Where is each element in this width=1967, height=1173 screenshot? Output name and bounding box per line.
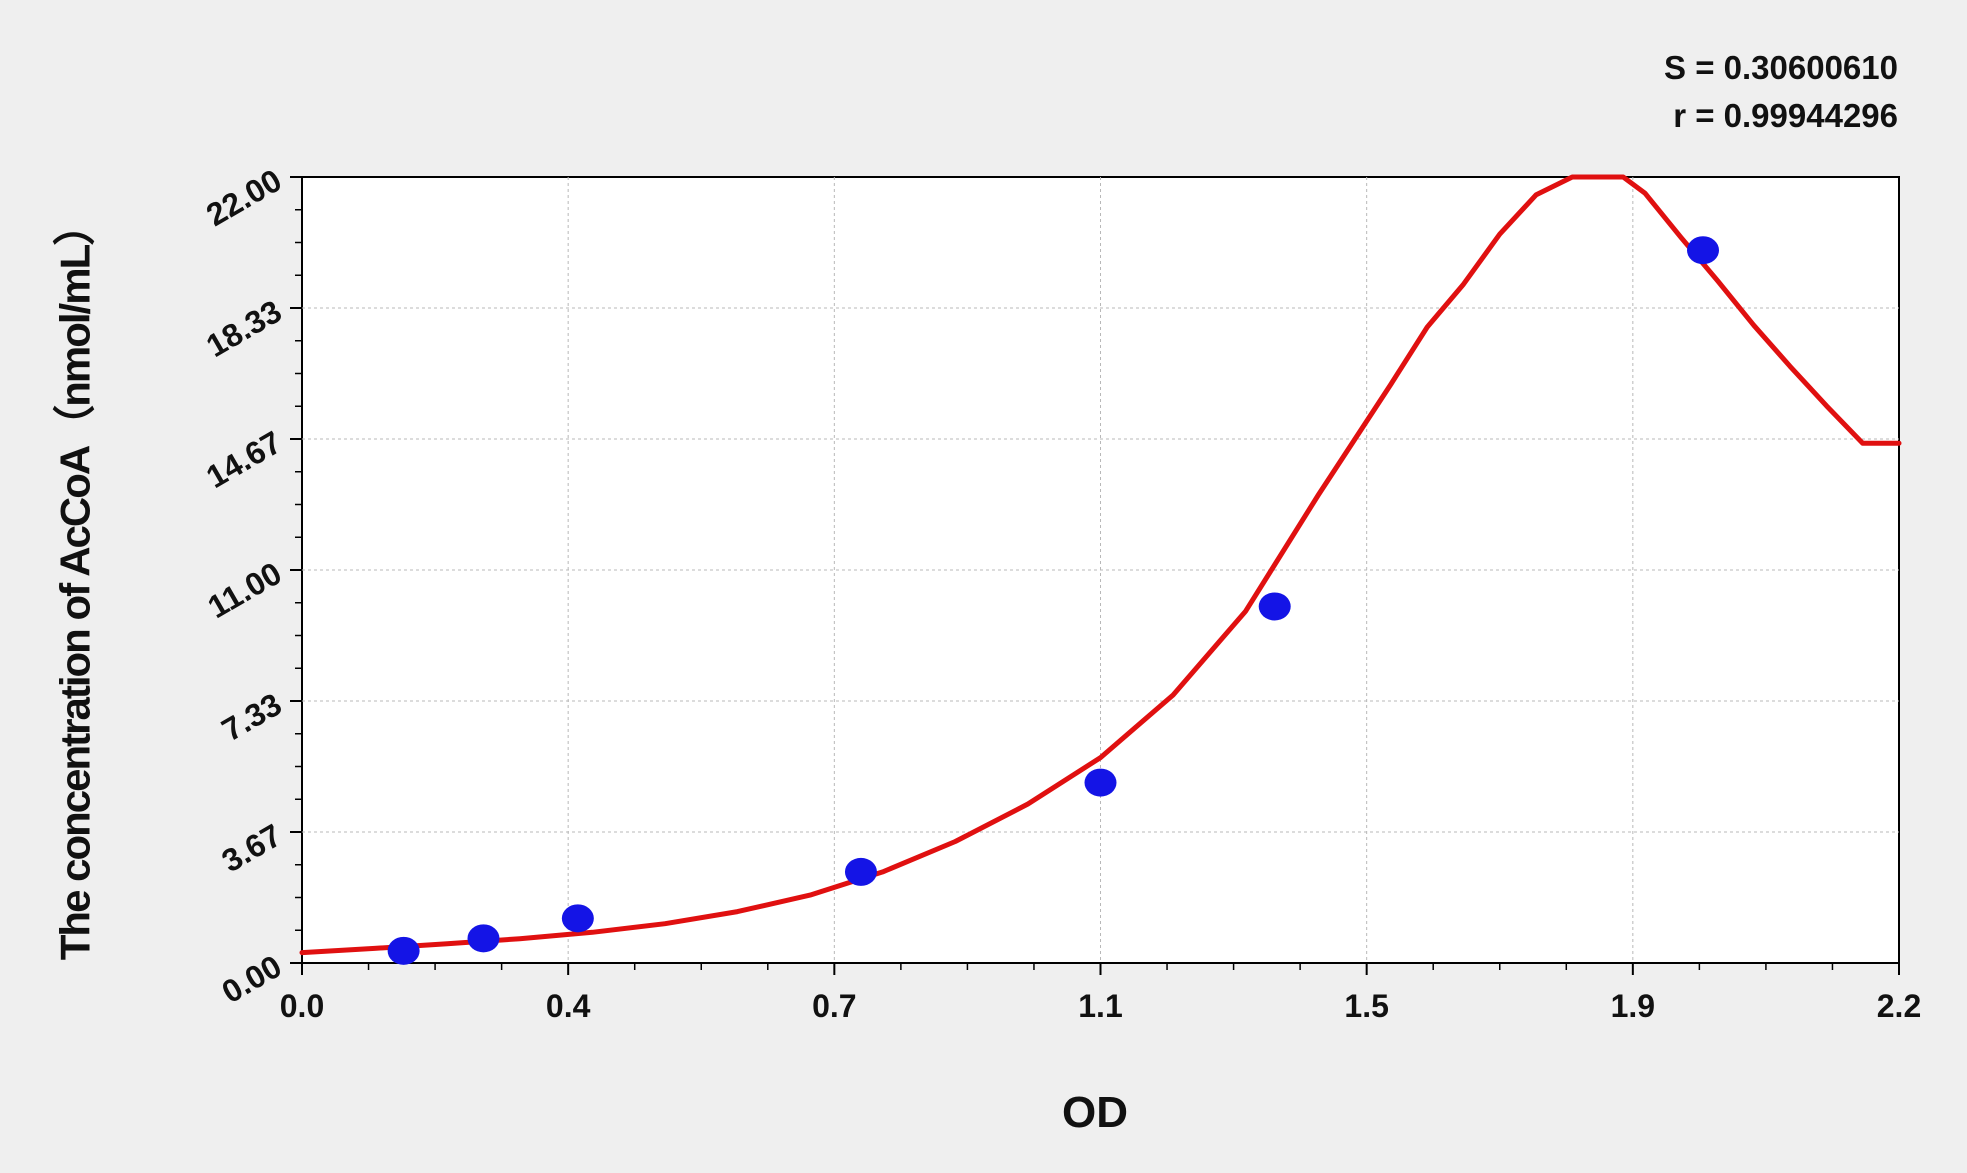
y-tick-label: 22.00 — [200, 162, 287, 233]
x-axis-label: OD — [1062, 1088, 1128, 1137]
data-point — [844, 857, 877, 886]
data-point — [1687, 236, 1720, 265]
y-axis-label: The concentration of AcCoA（nmol/mL） — [51, 205, 99, 961]
data-points — [387, 236, 1720, 965]
x-tick-label: 1.9 — [1611, 988, 1655, 1024]
x-tick-label: 0.0 — [280, 988, 324, 1024]
r-value: r = 0.99944296 — [1673, 97, 1898, 134]
grid-lines — [302, 177, 1899, 963]
x-tick-label: 0.4 — [546, 988, 591, 1024]
data-point — [561, 904, 594, 933]
y-tick-label: 11.00 — [202, 555, 288, 625]
x-axis-ticks: 0.0 0.4 0.7 1.1 1.5 1.9 2.2 — [280, 963, 1921, 1024]
y-tick-label: 7.33 — [216, 686, 288, 748]
y-axis-ticks: 0.00 3.67 7.33 11.00 14.67 18.33 22.00 — [200, 162, 302, 1010]
data-point — [387, 936, 420, 965]
x-tick-label: 2.2 — [1877, 988, 1921, 1024]
minor-ticks — [295, 209, 1834, 970]
x-tick-label: 1.5 — [1344, 988, 1388, 1024]
x-tick-label: 0.7 — [812, 988, 856, 1024]
x-tick-label: 1.1 — [1078, 988, 1122, 1024]
y-tick-label: 14.67 — [200, 424, 287, 495]
y-tick-label: 0.00 — [216, 948, 288, 1010]
data-point — [1084, 768, 1117, 797]
data-point — [1258, 592, 1291, 621]
data-point — [467, 924, 500, 953]
fit-statistics: S = 0.30600610 r = 0.99944296 — [1664, 44, 1898, 140]
fit-curve-line — [299, 174, 1902, 956]
y-tick-label: 3.67 — [216, 817, 288, 879]
y-tick-label: 18.33 — [200, 293, 287, 364]
s-value: S = 0.30600610 — [1664, 49, 1898, 86]
